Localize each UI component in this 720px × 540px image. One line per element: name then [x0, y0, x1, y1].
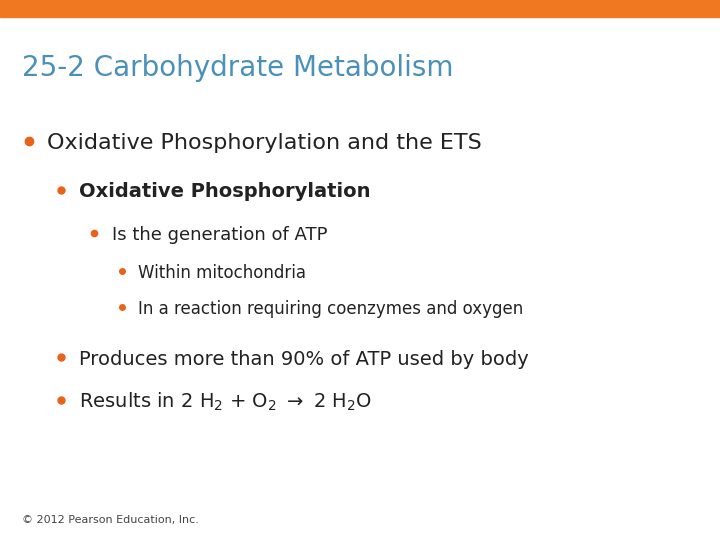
Text: Results in 2 H$_2$ + O$_2$ $\rightarrow$ 2 H$_2$O: Results in 2 H$_2$ + O$_2$ $\rightarrow$…	[79, 391, 372, 414]
Text: Within mitochondria: Within mitochondria	[138, 264, 306, 282]
Text: Oxidative Phosphorylation: Oxidative Phosphorylation	[79, 182, 371, 201]
Bar	[0, 0, 720, 17]
Text: In a reaction requiring coenzymes and oxygen: In a reaction requiring coenzymes and ox…	[138, 300, 523, 318]
Text: Is the generation of ATP: Is the generation of ATP	[112, 226, 327, 244]
Text: © 2012 Pearson Education, Inc.: © 2012 Pearson Education, Inc.	[22, 515, 199, 525]
Text: Oxidative Phosphorylation and the ETS: Oxidative Phosphorylation and the ETS	[47, 133, 482, 153]
Text: 25-2 Carbohydrate Metabolism: 25-2 Carbohydrate Metabolism	[22, 54, 453, 82]
Text: Produces more than 90% of ATP used by body: Produces more than 90% of ATP used by bo…	[79, 349, 529, 369]
